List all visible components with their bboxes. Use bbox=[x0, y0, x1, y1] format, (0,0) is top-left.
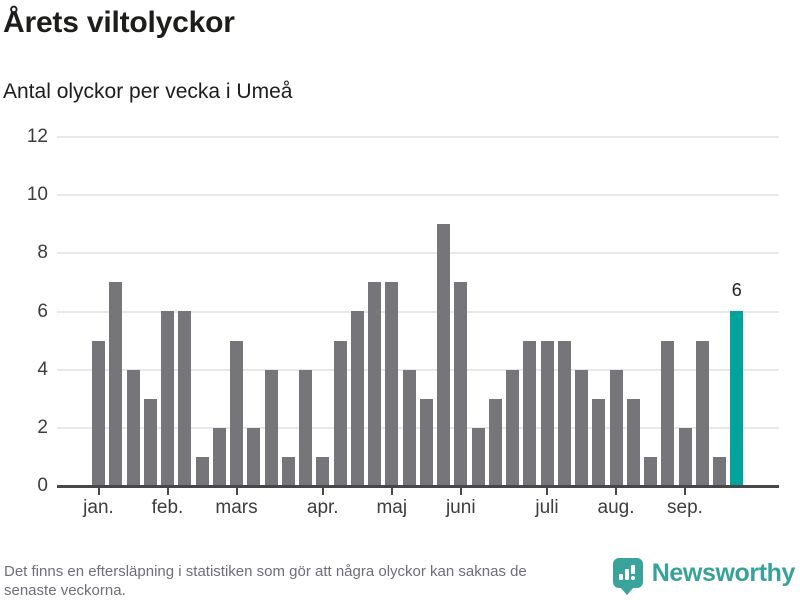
x-axis-tick bbox=[546, 488, 548, 495]
x-axis-tick bbox=[322, 488, 324, 495]
newsworthy-brand-text: Newsworthy bbox=[651, 558, 796, 587]
newsworthy-logo[interactable]: Newsworthy bbox=[612, 558, 796, 595]
logo-exclamation-icon bbox=[630, 565, 635, 574]
bar-week-37 bbox=[713, 457, 726, 486]
x-axis-tick bbox=[460, 488, 462, 495]
bar-week-15 bbox=[334, 341, 347, 486]
y-axis-label: 12 bbox=[26, 126, 48, 147]
bar-week-19 bbox=[403, 370, 416, 486]
footnote-line-2: senaste veckorna. bbox=[4, 582, 126, 599]
x-axis-tick bbox=[236, 488, 238, 495]
logo-bar-icon bbox=[624, 569, 629, 580]
bar-week-33 bbox=[644, 457, 657, 486]
logo-bar-icon bbox=[618, 574, 623, 580]
bar-week-5 bbox=[161, 311, 174, 486]
page-subtitle: Antal olyckor per vecka i Umeå bbox=[3, 80, 293, 103]
bar-week-22 bbox=[454, 282, 467, 486]
gridline bbox=[57, 194, 779, 197]
bar-week-13 bbox=[299, 370, 312, 486]
x-axis-label: juni bbox=[445, 497, 476, 518]
bar-week-4 bbox=[144, 399, 157, 486]
bar-week-36 bbox=[696, 341, 709, 486]
x-axis-tick bbox=[684, 488, 686, 495]
gridline bbox=[57, 136, 779, 138]
page-title: Årets viltolyckor bbox=[3, 6, 235, 39]
x-axis-label: aug. bbox=[597, 497, 635, 518]
y-axis-label: 0 bbox=[37, 475, 48, 496]
gridline bbox=[57, 368, 779, 371]
gridline bbox=[57, 252, 779, 255]
bar-week-1 bbox=[92, 341, 105, 486]
footnote: Det finns en eftersläpning i statistiken… bbox=[4, 562, 527, 600]
bar-week-20 bbox=[420, 399, 433, 486]
bar-week-31 bbox=[610, 370, 623, 486]
x-axis-label: apr. bbox=[306, 497, 339, 518]
x-axis-line bbox=[57, 485, 779, 488]
footnote-line-1: Det finns en eftersläpning i statistiken… bbox=[4, 563, 527, 580]
x-axis-tick bbox=[98, 488, 100, 495]
bar-week-21 bbox=[437, 224, 450, 486]
bar-week-35 bbox=[679, 428, 692, 486]
x-axis-label: juli bbox=[535, 497, 559, 518]
bar-week-12 bbox=[282, 457, 295, 486]
bar-week-10 bbox=[247, 428, 260, 486]
bar-value-label: 6 bbox=[731, 279, 742, 300]
bar-week-7 bbox=[196, 457, 209, 486]
bar-week-26 bbox=[523, 341, 536, 486]
y-axis-label: 2 bbox=[37, 416, 48, 438]
bar-week-11 bbox=[265, 370, 278, 486]
x-axis-label: feb. bbox=[151, 497, 184, 518]
bar-week-34 bbox=[661, 341, 674, 486]
bar-week-27 bbox=[541, 341, 554, 486]
bar-week-30 bbox=[592, 399, 605, 486]
newsworthy-logo-icon bbox=[612, 558, 643, 595]
x-axis-label: maj bbox=[376, 497, 408, 518]
bar-week-29 bbox=[575, 370, 588, 486]
x-axis-tick bbox=[615, 488, 617, 495]
bar-week-14 bbox=[316, 457, 329, 486]
bar-week-16 bbox=[351, 311, 364, 486]
bar-week-2 bbox=[109, 282, 122, 486]
y-axis-label: 4 bbox=[37, 358, 48, 380]
bar-week-32 bbox=[627, 399, 640, 486]
x-axis-label: mars bbox=[215, 497, 258, 518]
bar-week-17 bbox=[368, 282, 381, 486]
bar-week-25 bbox=[506, 370, 519, 486]
y-axis-label: 6 bbox=[37, 300, 48, 322]
bar-week-9 bbox=[230, 341, 243, 486]
bar-week-6 bbox=[178, 311, 191, 486]
bar-week-3 bbox=[127, 370, 140, 486]
gridline bbox=[57, 310, 779, 313]
logo-exclamation-dot-icon bbox=[630, 576, 635, 580]
bar-week-23 bbox=[472, 428, 485, 486]
bar-week-8 bbox=[213, 428, 226, 486]
gridline bbox=[57, 426, 779, 429]
bar-week-38 bbox=[730, 311, 743, 486]
y-axis-label: 10 bbox=[26, 184, 48, 206]
bar-week-18 bbox=[385, 282, 398, 486]
x-axis-tick bbox=[167, 488, 169, 495]
bar-week-28 bbox=[558, 341, 571, 486]
x-axis-label: sep. bbox=[667, 497, 703, 518]
bar-week-24 bbox=[489, 399, 502, 486]
x-axis-label: jan. bbox=[83, 497, 114, 518]
x-axis-tick bbox=[391, 488, 393, 495]
y-axis-label: 8 bbox=[37, 242, 48, 264]
